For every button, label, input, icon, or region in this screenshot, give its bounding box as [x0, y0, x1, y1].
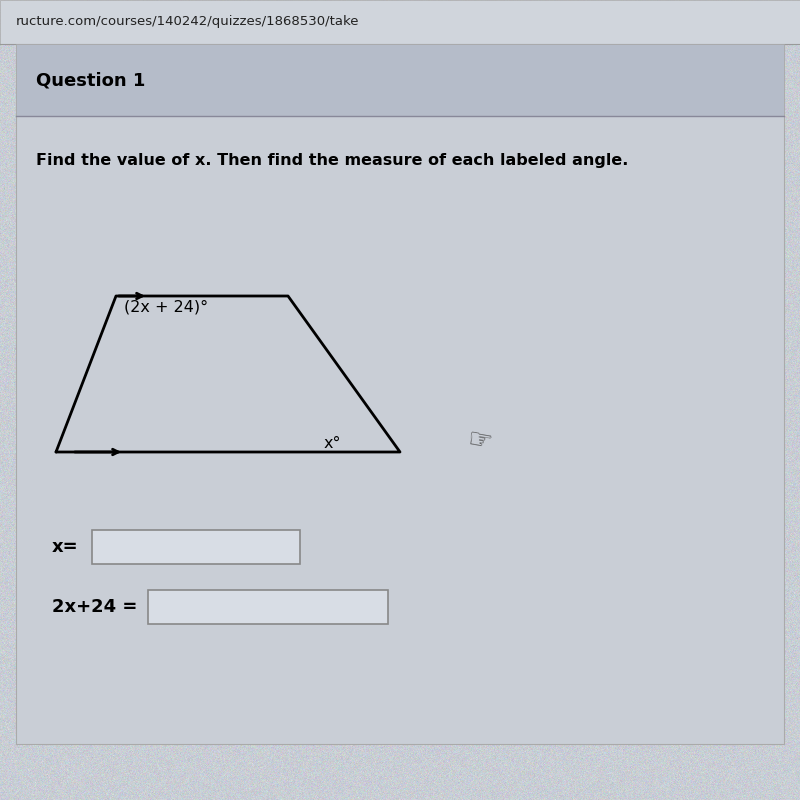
Bar [0, 0, 800, 44]
Bar [92, 530, 300, 564]
Bar [16, 44, 784, 744]
Bar [16, 44, 784, 116]
Text: x=: x= [52, 538, 78, 556]
Text: ructure.com/courses/140242/quizzes/1868530/take: ructure.com/courses/140242/quizzes/18685… [16, 15, 359, 29]
Text: Question 1: Question 1 [36, 71, 146, 89]
Text: (2x + 24)°: (2x + 24)° [124, 300, 208, 315]
Text: ☞: ☞ [466, 426, 494, 458]
Text: x°: x° [324, 436, 342, 451]
Text: Find the value of x. Then find the measure of each labeled angle.: Find the value of x. Then find the measu… [36, 153, 628, 167]
Bar [148, 590, 388, 624]
Text: 2x+24 =: 2x+24 = [52, 598, 138, 616]
